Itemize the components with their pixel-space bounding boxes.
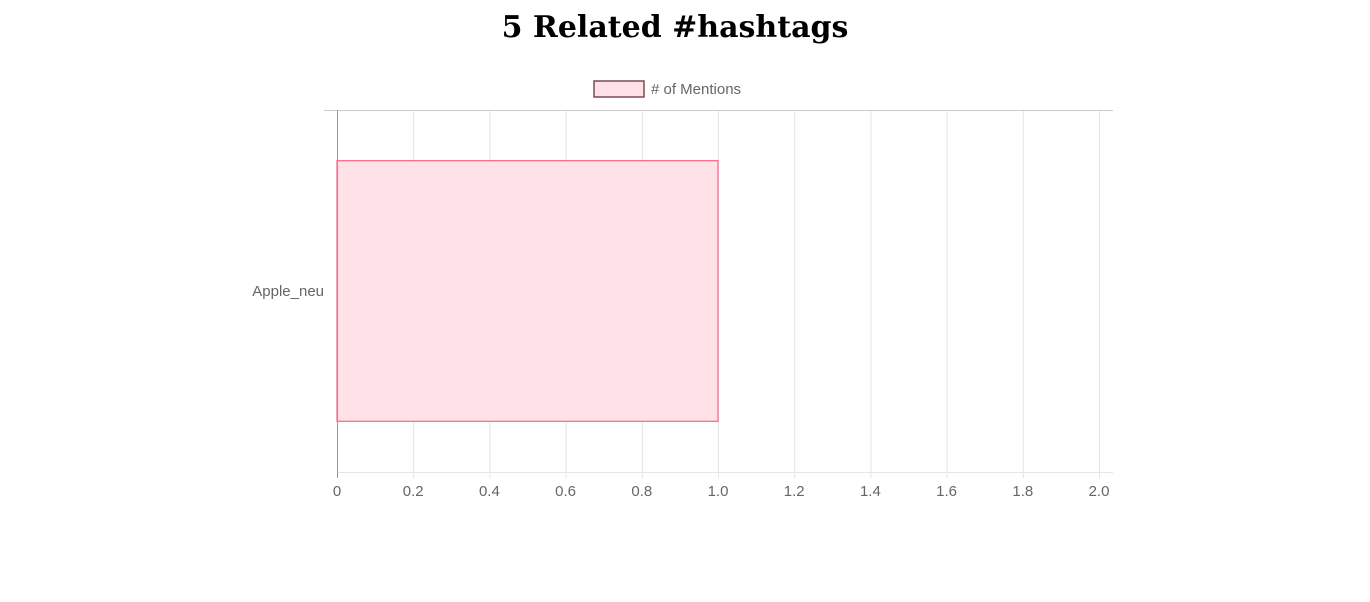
x-tick-label: 1.6 — [936, 483, 957, 500]
legend-swatch — [593, 80, 645, 98]
legend[interactable]: # of Mentions — [593, 80, 741, 98]
x-tick-label: 0.2 — [403, 483, 424, 500]
x-tick-label: 0 — [333, 483, 341, 500]
page-title: 5 Related #hashtags — [501, 10, 849, 45]
x-tick-label: 1.0 — [708, 483, 729, 500]
x-tick-label: 0.4 — [479, 483, 500, 500]
bars — [336, 160, 719, 422]
y-tick-label: Apple_neu — [252, 283, 324, 300]
x-tick-label: 0.8 — [631, 483, 652, 500]
x-tick-label: 2.0 — [1089, 483, 1110, 500]
x-tick-label: 1.2 — [784, 483, 805, 500]
x-axis-ticks: 0 0.2 0.4 0.6 0.8 1.0 1.2 1.4 1.6 1.8 2.0 — [333, 483, 1110, 500]
bar — [336, 160, 719, 422]
legend-label: # of Mentions — [651, 81, 741, 98]
x-tick-label: 1.8 — [1012, 483, 1033, 500]
x-tick-label: 0.6 — [555, 483, 576, 500]
x-tick-label: 1.4 — [860, 483, 881, 500]
y-axis-ticks: Apple_neu — [252, 283, 324, 300]
